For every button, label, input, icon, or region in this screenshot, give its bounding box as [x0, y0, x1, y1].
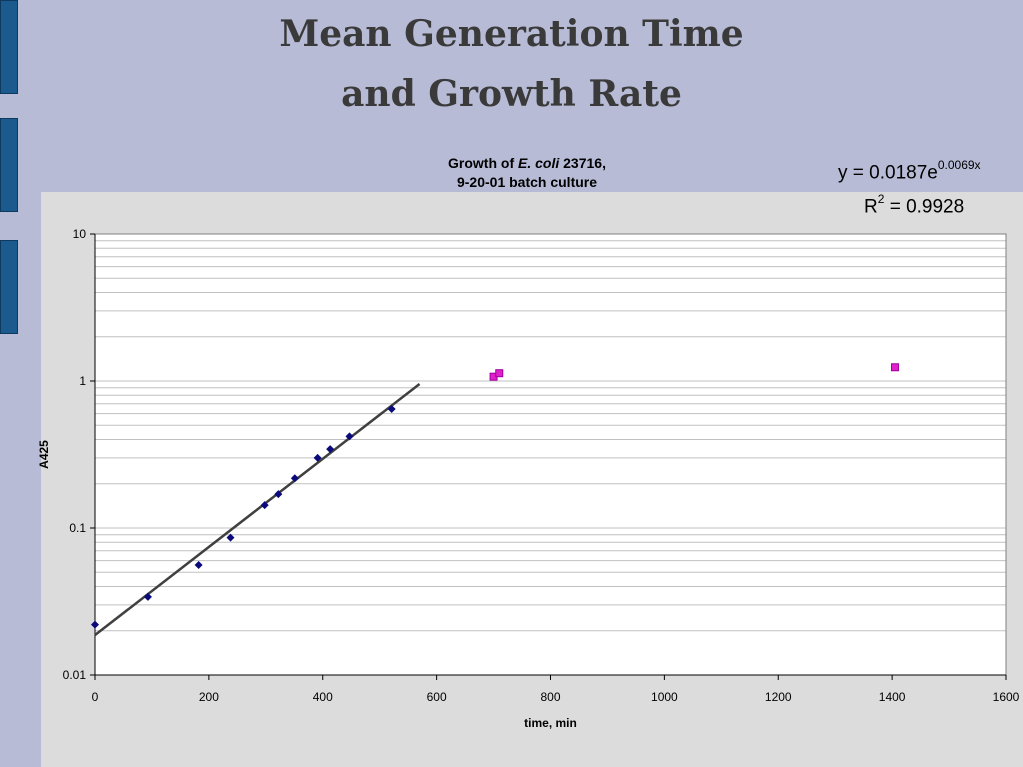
slide-title-line2: and Growth Rate: [341, 73, 682, 115]
equation-y: y = 0.0187e: [838, 162, 938, 184]
x-axis-title: time, min: [524, 716, 577, 730]
chart-title-organism: E. coli: [518, 155, 560, 171]
x-tick-label: 1000: [651, 690, 678, 704]
data-point-diamond: [260, 501, 269, 510]
x-tick-label: 600: [427, 690, 447, 704]
plot-area: [95, 234, 1006, 675]
data-point-diamond: [91, 620, 99, 629]
x-tick-label: 1200: [765, 690, 792, 704]
x-tick-label: 1400: [879, 690, 906, 704]
chart-title-post: 23716,: [559, 155, 606, 171]
data-point-diamond: [326, 445, 335, 454]
r-sup: 2: [877, 192, 885, 206]
slide-title: Mean Generation Time and Growth Rate: [0, 4, 1023, 124]
data-point-square: [890, 363, 899, 372]
data-point-diamond: [226, 533, 235, 542]
data-point-diamond: [387, 404, 396, 413]
y-tick-label: 10: [73, 227, 87, 241]
side-tab-1: [0, 0, 18, 94]
data-point-diamond: [143, 592, 152, 601]
chart-title-pre: Growth of: [448, 155, 519, 171]
data-point-diamond: [274, 490, 283, 499]
r-squared: R2 = 0.9928: [864, 192, 965, 218]
data-point-diamond: [313, 453, 322, 462]
data-point-diamond: [345, 432, 354, 441]
x-tick-label: 1600: [993, 690, 1020, 704]
r-label: R: [864, 196, 878, 218]
y-tick-label: 1: [79, 374, 86, 388]
y-tick-label: 0.01: [63, 668, 87, 682]
trendline: [94, 382, 421, 637]
y-axis-title: A425: [37, 440, 51, 469]
x-tick-label: 400: [313, 690, 333, 704]
data-point-diamond: [194, 561, 203, 570]
x-tick-label: 200: [199, 690, 219, 704]
slide-title-line1: Mean Generation Time: [279, 13, 744, 55]
equation-exponent: 0.0069x: [937, 158, 981, 172]
x-tick-label: 0: [92, 690, 99, 704]
y-tick-label: 0.1: [69, 521, 86, 535]
side-tab-3: [0, 240, 18, 334]
x-tick-label: 800: [540, 690, 560, 704]
chart-title: Growth of E. coli 23716, 9-20-01 batch c…: [380, 154, 674, 192]
data-point-diamond: [290, 474, 299, 483]
chart-title-line2: 9-20-01 batch culture: [456, 174, 598, 190]
r-value: = 0.9928: [884, 196, 965, 218]
trendline-equation: y = 0.0187e0.0069x: [838, 158, 981, 184]
data-point-square: [495, 369, 504, 378]
side-tab-2: [0, 118, 18, 212]
